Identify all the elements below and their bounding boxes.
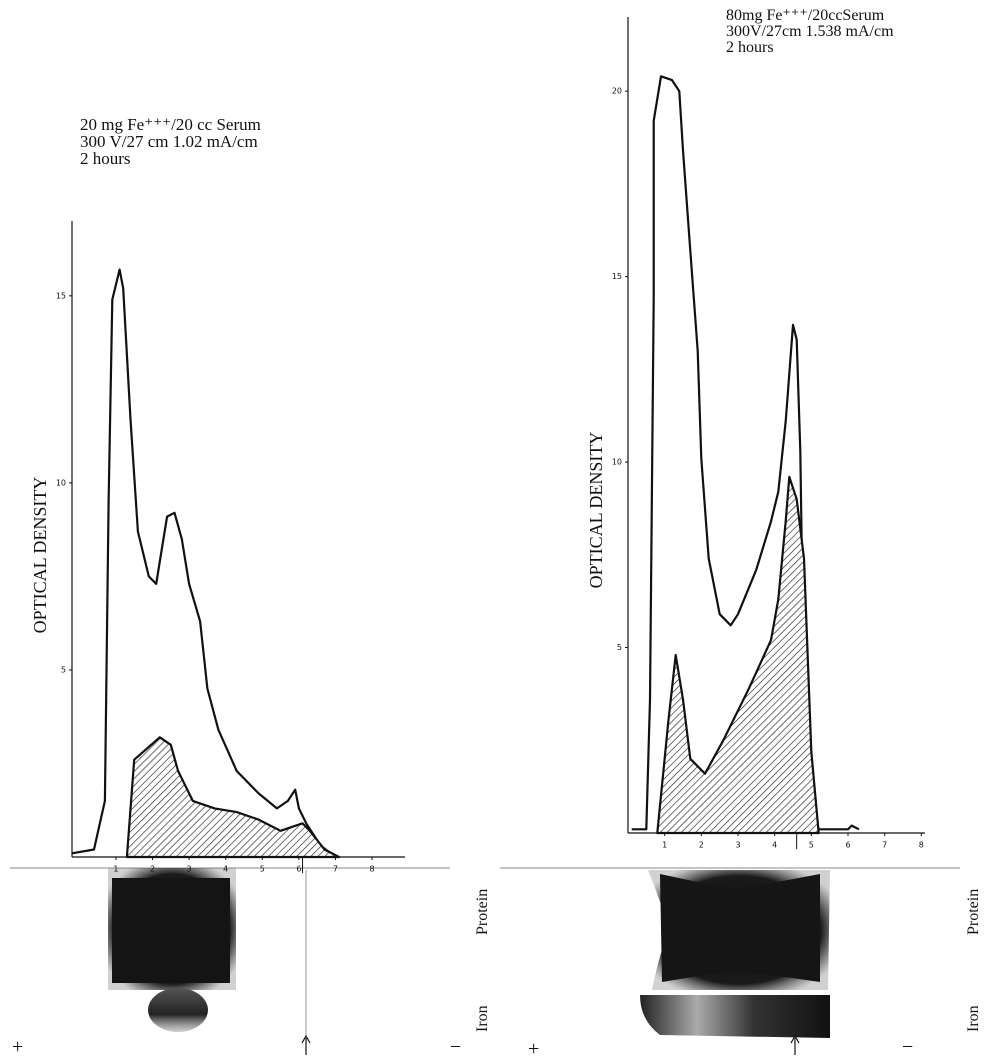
x-tick-label: 7 [882,841,887,850]
x-tick-label: 1 [113,865,118,874]
cathode-label: − [902,1036,913,1058]
x-tick-label: 4 [772,841,777,850]
y-tick-label: 10 [612,458,622,467]
y-tick-label: 10 [56,478,66,487]
x-tick-label: 5 [809,841,814,850]
x-tick-label: 5 [260,865,265,874]
y-tick-label: 15 [612,272,622,281]
iron-curve [657,477,818,833]
x-tick-label: 8 [919,841,924,850]
y-axis-label: OPTICAL DENSITY [30,477,50,634]
x-tick-label: 8 [370,865,375,874]
y-tick-label: 5 [61,665,66,674]
figure: + − + − Protein Iron Protein Iron 20 mg … [0,0,984,1061]
y-axis-label: OPTICAL DENSITY [586,432,606,589]
x-tick-label: 6 [296,865,301,874]
x-tick-label: 4 [223,865,228,874]
x-tick-label: 3 [187,865,192,874]
cathode-label: − [450,1036,461,1058]
protein-curve [72,270,336,857]
strip-label: Protein [965,889,982,935]
anode-label: + [12,1036,23,1058]
iron-curve [127,737,339,857]
strip-label: Protein [474,889,491,935]
annotation: 2 hours [80,149,131,168]
x-tick-label: 6 [845,841,850,850]
annotation: 2 hours [726,39,774,56]
strip-label: Iron [965,1005,982,1032]
strip-right [500,868,960,1055]
annotation: 80mg Fe⁺⁺⁺/20ccSerum [726,7,885,24]
x-tick-label: 1 [662,841,667,850]
y-tick-label: 15 [56,291,66,300]
anode-label: + [528,1038,539,1060]
x-tick-label: 7 [333,865,338,874]
strip-left [10,868,450,1055]
x-tick-label: 2 [150,865,155,874]
x-tick-label: 2 [699,841,704,850]
strip-label: Iron [474,1005,491,1032]
y-tick-label: 20 [612,87,622,96]
annotation: 300V/27cm 1.538 mA/cm [726,23,894,40]
y-tick-label: 5 [617,643,622,652]
x-tick-label: 3 [735,841,740,850]
